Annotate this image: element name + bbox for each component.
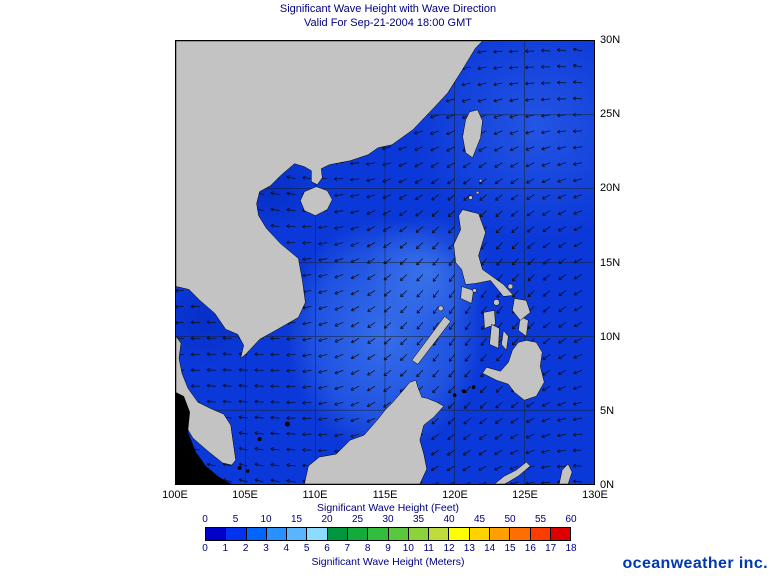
scale-tick: 35 (412, 514, 425, 525)
lat-label: 30N (600, 34, 621, 46)
scale-tick: 13 (463, 543, 475, 554)
lat-label: 10N (600, 330, 621, 343)
oceanweather-logo: oceanweather inc. (622, 555, 768, 572)
valid-time-subtitle: Valid For Sep-21-2004 18:00 GMT (304, 17, 472, 29)
map-svg (176, 41, 594, 484)
scale-tick: 1 (222, 543, 229, 554)
feet-tick-row: 0 5 10 15 20 25 30 35 40 45 50 55 60 (202, 514, 576, 525)
colorbar-segment (449, 528, 470, 540)
scale-tick: 6 (324, 543, 330, 554)
longitude-axis: 100E 105E 110E 115E 120E 125E 130E (162, 489, 608, 503)
colorbar-segment (429, 528, 450, 540)
scale-tick: 10 (402, 543, 414, 554)
scale-tick: 7 (344, 543, 351, 554)
scale-tick: 18 (565, 543, 577, 554)
colorbar-segment (307, 528, 328, 540)
lat-label: 0N (600, 479, 615, 491)
scale-tick: 3 (263, 543, 269, 554)
lon-label: 100E (162, 489, 188, 501)
colorbar-segment (550, 528, 571, 540)
scale-tick: 9 (385, 543, 391, 554)
colorbar-segment (206, 528, 227, 540)
latitude-axis: 30N 25N 20N 15N 10N 5N 0N (600, 34, 640, 491)
scale-tick: 25 (351, 514, 364, 525)
scale-tick: 15 (504, 543, 516, 554)
colorbar-feet-label: Significant Wave Height (Feet) (316, 502, 459, 514)
scale-tick: 2 (242, 543, 249, 554)
scale-tick: 12 (443, 543, 455, 554)
scale-tick: 20 (321, 514, 333, 525)
colorbar-segment (388, 528, 409, 540)
lon-label: 105E (232, 489, 258, 501)
scale-tick: 0 (202, 543, 208, 554)
colorbar-segment (510, 528, 531, 540)
colorbar-segment (530, 528, 551, 540)
colorbar-segment (368, 528, 389, 540)
scale-tick: 60 (565, 514, 577, 525)
lon-label: 120E (442, 489, 468, 501)
map-canvas (175, 40, 595, 485)
scale-tick: 8 (364, 543, 371, 554)
colorbar-segment (469, 528, 490, 540)
colorbar-meters-label: Significant Wave Height (Meters) (311, 556, 465, 568)
scale-tick: 55 (534, 514, 547, 525)
lon-label: 115E (372, 489, 398, 501)
lat-label: 5N (600, 404, 615, 417)
meters-tick-row: 0 1 2 3 4 5 6 7 8 9 10 11 12 13 14 15 16 17 18 (202, 543, 576, 554)
colorbar-segment (327, 528, 348, 540)
scale-tick: 10 (260, 514, 272, 525)
colorbar-segment (489, 528, 511, 540)
colorbar-segment (266, 528, 288, 540)
scale-tick: 5 (303, 543, 310, 554)
scale-tick: 4 (283, 543, 290, 554)
lon-label: 110E (302, 489, 328, 501)
lon-label: 130E (582, 489, 608, 501)
scale-tick: 5 (232, 514, 239, 525)
scale-tick: 0 (202, 514, 208, 525)
lat-label: 15N (600, 256, 621, 269)
scale-tick: 40 (443, 514, 455, 525)
land-masses (176, 41, 573, 484)
scale-tick: 17 (545, 543, 557, 554)
nodata-areas (176, 385, 476, 484)
scale-tick: 16 (524, 543, 536, 554)
colorbar-segment (246, 528, 267, 540)
lon-label: 125E (512, 489, 538, 501)
scale-tick: 30 (382, 514, 394, 525)
colorbar-segment (287, 528, 308, 540)
colorbar (205, 527, 571, 541)
colorbar-segment (408, 528, 430, 540)
colorbar-segment (226, 528, 247, 540)
scale-tick: 11 (423, 543, 434, 554)
lat-label: 20N (600, 182, 621, 195)
lat-label: 25N (600, 108, 621, 121)
colorbar-segment (347, 528, 369, 540)
scale-tick: 14 (484, 543, 496, 554)
scale-tick: 15 (290, 514, 303, 525)
scale-tick: 45 (473, 514, 486, 525)
scale-tick: 50 (504, 514, 516, 525)
page-title: Significant Wave Height with Wave Direct… (279, 3, 497, 15)
